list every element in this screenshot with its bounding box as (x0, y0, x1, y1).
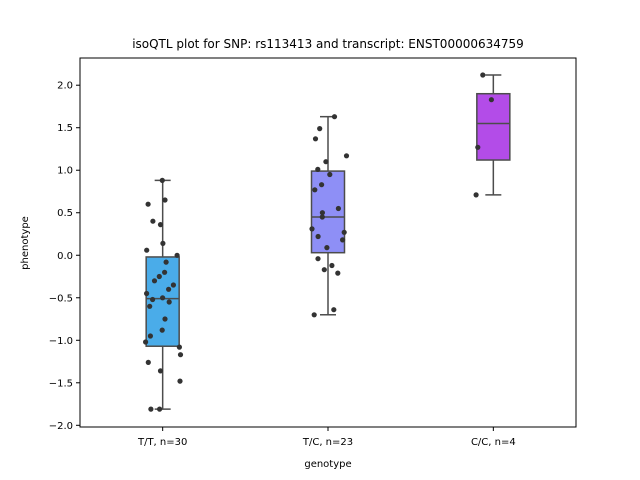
data-point (176, 344, 182, 350)
data-point (162, 269, 168, 275)
y-tick-label: 1.5 (57, 123, 73, 134)
data-point (157, 368, 164, 374)
data-point (145, 359, 151, 365)
data-point (144, 247, 150, 253)
data-point (174, 252, 180, 258)
data-point (150, 296, 156, 303)
box-iqr (476, 92, 511, 161)
data-point (317, 126, 323, 132)
data-point (177, 352, 184, 358)
data-point (159, 327, 165, 333)
data-point (143, 339, 149, 345)
data-point (170, 282, 176, 288)
data-point (163, 259, 169, 265)
data-point (145, 201, 151, 207)
data-point (311, 312, 317, 318)
data-point (327, 171, 333, 178)
data-point (157, 222, 164, 228)
data-point (160, 240, 166, 246)
y-tick-label: 0.0 (57, 251, 73, 262)
data-point (309, 226, 315, 232)
data-point (473, 192, 479, 198)
data-point (166, 286, 172, 292)
data-point (331, 114, 338, 120)
data-point (324, 245, 330, 251)
data-point (312, 187, 318, 193)
data-point (144, 290, 150, 297)
chart-title: isoQTL plot for SNP: rs113413 and transc… (132, 37, 524, 51)
data-point (335, 270, 341, 276)
data-point (340, 237, 346, 243)
data-point (177, 378, 183, 384)
x-tick-label: C/C, n=4 (471, 437, 516, 448)
data-point (323, 159, 329, 165)
data-point (315, 166, 321, 172)
data-point (331, 307, 337, 313)
y-tick-label: −2.0 (49, 421, 73, 432)
y-tick-label: 1.0 (57, 166, 73, 177)
data-point (343, 153, 350, 159)
data-point (319, 214, 325, 220)
chart-axes: −2.0 −1.5 −1.0 −0.5 0.0 0.5 1.0 1.5 2.0 T/T, n=30… (49, 81, 516, 448)
data-point (329, 262, 335, 269)
y-tick-label: −0.5 (49, 293, 73, 304)
data-point (335, 205, 341, 212)
data-point (319, 182, 325, 188)
data-point (160, 295, 166, 301)
data-point (315, 233, 321, 240)
y-tick-label: −1.0 (49, 336, 73, 347)
data-point (312, 136, 319, 142)
x-axis-label: genotype (304, 459, 351, 470)
chart-marks (143, 72, 511, 412)
y-axis-label: phenotype (20, 216, 31, 270)
y-tick-label: −1.5 (49, 378, 73, 389)
y-tick-label: 2.0 (57, 81, 73, 92)
data-point (156, 273, 162, 280)
box-group-1 (143, 177, 184, 412)
data-point (159, 177, 165, 183)
data-point (150, 218, 156, 224)
x-tick-label: T/T, n=30 (137, 437, 187, 448)
data-point (162, 197, 168, 203)
data-point (480, 72, 486, 78)
data-point (162, 316, 168, 322)
data-point (147, 333, 153, 339)
data-point (319, 210, 325, 216)
data-point (341, 229, 347, 235)
data-point (166, 299, 172, 305)
box-iqr (310, 170, 346, 254)
box-group-3 (473, 72, 511, 198)
data-point (475, 144, 481, 150)
data-point (157, 406, 163, 412)
data-point (151, 278, 158, 284)
data-point (488, 97, 494, 103)
data-point (148, 406, 154, 412)
box-group-2 (309, 114, 350, 318)
y-tick-label: 0.5 (57, 208, 73, 219)
x-tick-label: T/C, n=23 (302, 437, 353, 448)
data-point (315, 256, 321, 262)
data-point (147, 303, 153, 309)
data-point (321, 267, 327, 273)
